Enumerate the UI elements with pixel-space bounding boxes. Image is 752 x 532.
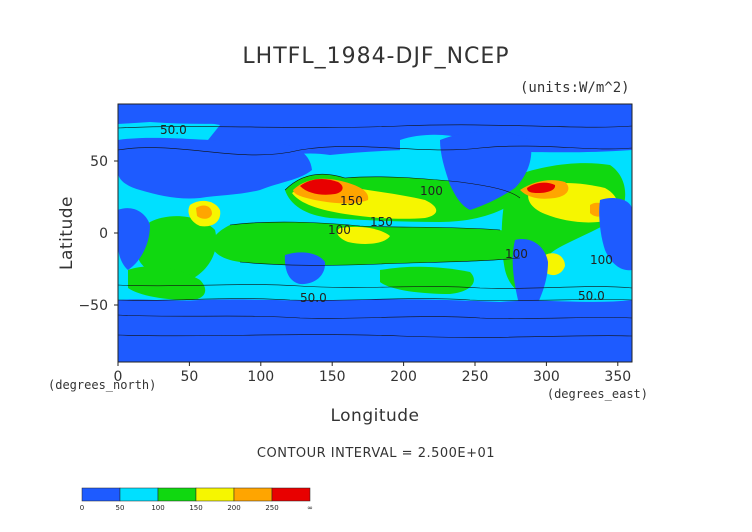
land-africa — [118, 208, 150, 270]
colorbar-label: 150 — [189, 504, 202, 512]
colorbar-swatch — [233, 487, 273, 502]
colorbar-label: ∞ — [307, 504, 313, 512]
contour-label: 100 — [505, 247, 528, 261]
x-tick-label: 0 — [114, 369, 123, 385]
colorbar-label: 0 — [80, 504, 84, 512]
x-tick-label: 350 — [604, 369, 631, 385]
contour-label: 100 — [420, 184, 443, 198]
contour-label: 150 — [370, 215, 393, 229]
x-tick-label: 250 — [462, 369, 489, 385]
colorbar-label: 100 — [151, 504, 164, 512]
land-africa-east — [599, 198, 632, 271]
y-axis-unit: (degrees_north) — [48, 378, 156, 392]
colorbar-swatch — [195, 487, 235, 502]
band-orange-arabian — [196, 205, 212, 219]
colorbar-label: 200 — [227, 504, 240, 512]
contour-label: 50.0 — [160, 123, 187, 137]
contour-label: 50.0 — [578, 289, 605, 303]
x-tick-marks — [117, 362, 619, 366]
colorbar-swatch — [157, 487, 197, 502]
y-axis: 50 0 −50 Latitude (degrees_north) — [48, 154, 156, 392]
x-axis: 0 50 100 150 200 250 300 350 Longitude (… — [114, 362, 648, 426]
band-green-indian — [135, 216, 217, 282]
land-eurasia — [118, 137, 312, 199]
x-tick-label: 50 — [180, 369, 198, 385]
colorbar-label: 50 — [116, 504, 125, 512]
y-tick-marks — [114, 160, 118, 306]
contour-lines — [118, 124, 632, 338]
land-south-america — [512, 239, 548, 317]
colorbar-swatch — [271, 487, 311, 502]
contour-label: 100 — [590, 253, 613, 267]
y-axis-title: Latitude — [57, 196, 77, 270]
band-red-gulfstream — [527, 182, 556, 193]
land-antarctica — [118, 320, 632, 362]
colorbar-swatch — [119, 487, 159, 502]
plot-title: LHTFL_1984-DJF_NCEP — [242, 44, 510, 69]
colorbar-swatch — [81, 487, 121, 502]
x-tick-label: 300 — [533, 369, 560, 385]
contour-labels: 100 150 150 100 100 100 50.0 50.0 50.0 — [160, 123, 613, 305]
band-green-south-indian — [128, 266, 206, 300]
x-axis-title: Longitude — [330, 406, 419, 426]
flux-map — [118, 104, 632, 362]
band-red-kuroshio — [300, 178, 343, 195]
x-tick-label: 200 — [390, 369, 417, 385]
colorbar: 0 50 100 150 200 250 ∞ — [80, 487, 313, 512]
contour-label: 50.0 — [300, 291, 327, 305]
land-australia — [284, 252, 326, 285]
units-label: (units:W/m^2) — [520, 80, 630, 96]
contour-label: 100 — [328, 223, 351, 237]
x-axis-unit: (degrees_east) — [547, 387, 648, 401]
y-tick-label: 0 — [99, 226, 108, 242]
contour-interval-note: CONTOUR INTERVAL = 2.500E+01 — [256, 446, 496, 461]
y-tick-label: −50 — [78, 298, 108, 314]
band-yellow-tropical-pacific — [337, 226, 390, 244]
x-tick-label: 100 — [247, 369, 274, 385]
band-green-south-pacific — [380, 266, 474, 294]
contour-label: 150 — [340, 194, 363, 208]
x-tick-label: 150 — [319, 369, 346, 385]
colorbar-label: 250 — [265, 504, 278, 512]
land-arctic — [118, 104, 632, 126]
land-north-america — [440, 131, 532, 210]
y-tick-label: 50 — [90, 154, 108, 170]
